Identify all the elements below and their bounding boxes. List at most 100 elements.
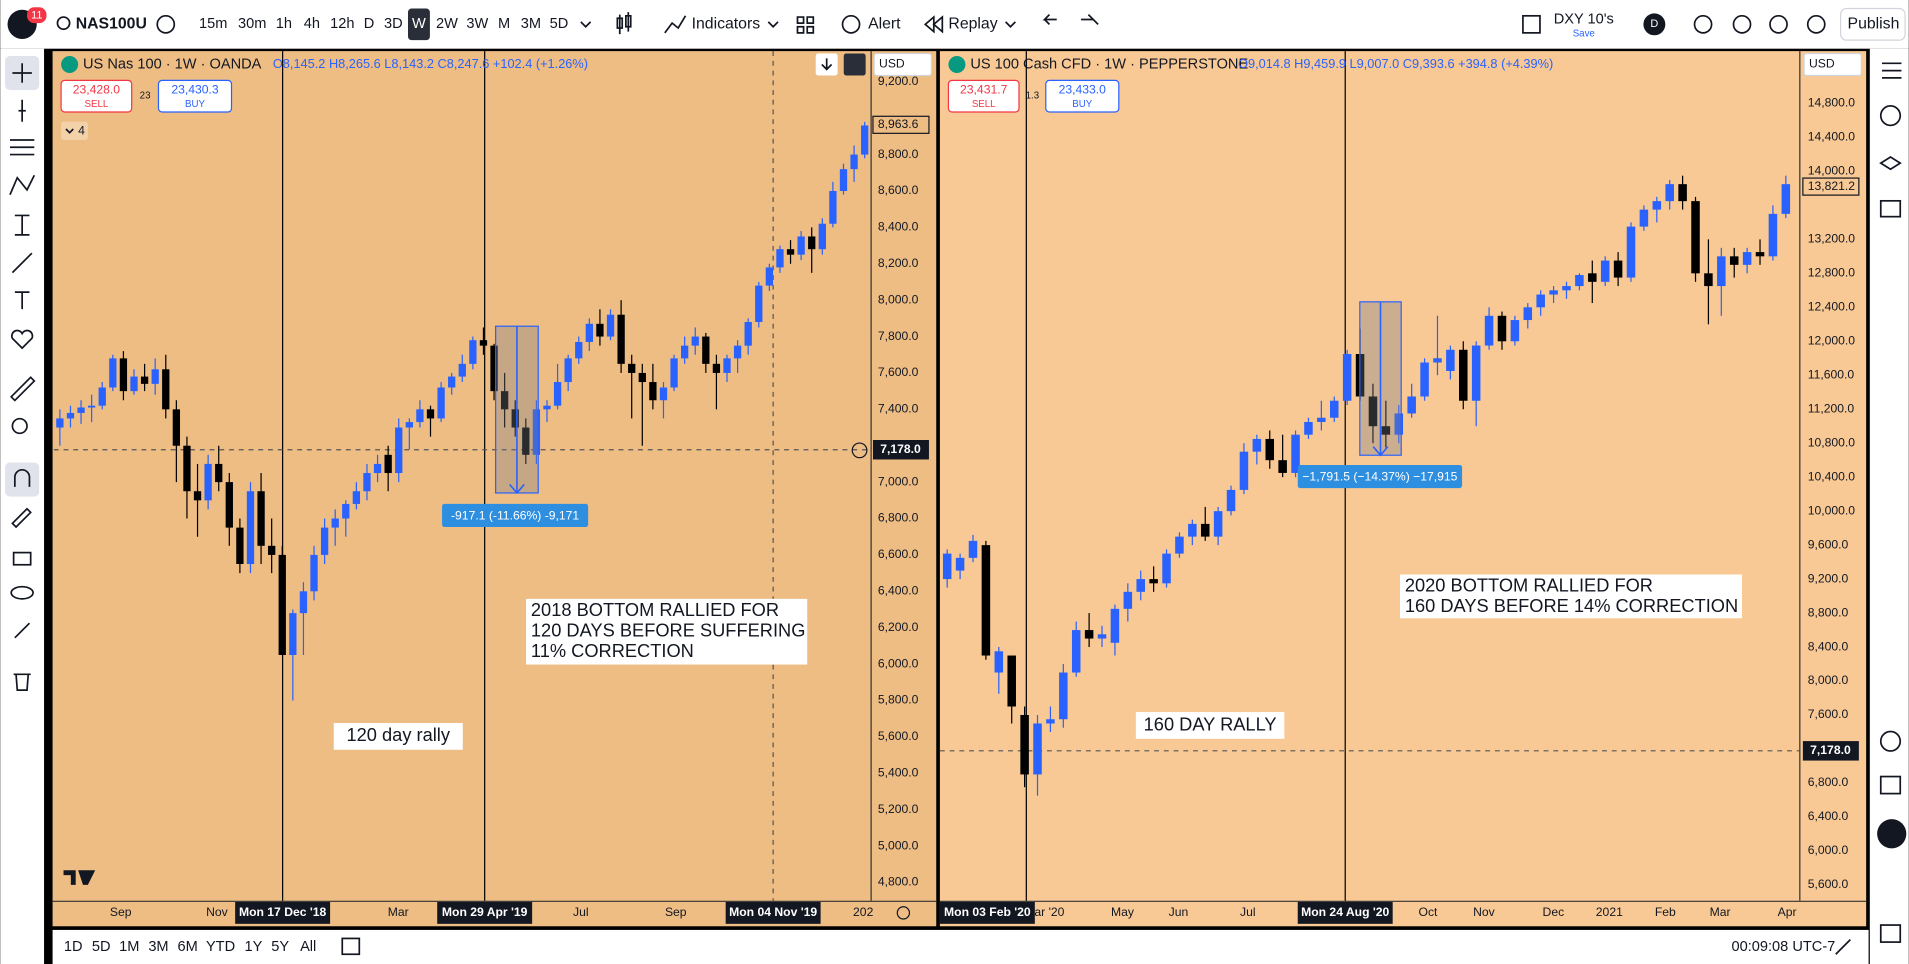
- sell-price[interactable]: 23,431.7: [960, 82, 1008, 96]
- undo[interactable]: [1042, 14, 1057, 25]
- tool-text[interactable]: [14, 291, 30, 310]
- tool-trash[interactable]: [13, 673, 31, 691]
- interval[interactable]: 15m: [199, 16, 227, 32]
- tool-eye[interactable]: [10, 585, 34, 600]
- publish-button[interactable]: Publish: [1848, 16, 1900, 33]
- interval[interactable]: 3W: [466, 16, 488, 32]
- currency-box[interactable]: [1803, 52, 1862, 77]
- watchlist[interactable]: [1881, 62, 1902, 79]
- range-button[interactable]: 5D: [92, 939, 111, 955]
- sell-box[interactable]: [947, 79, 1020, 113]
- templates-icon[interactable]: [796, 16, 815, 34]
- currency-box[interactable]: [873, 52, 932, 77]
- interval[interactable]: 12h: [330, 16, 354, 32]
- redo[interactable]: [1081, 14, 1099, 25]
- candle-body: [839, 169, 848, 191]
- interval[interactable]: 3M: [521, 16, 541, 32]
- candle-body: [1510, 320, 1520, 342]
- sync-button[interactable]: [843, 53, 866, 76]
- crosshair-price-bg: [872, 439, 929, 460]
- candle-body: [1446, 349, 1455, 372]
- range-button[interactable]: 1D: [64, 939, 83, 955]
- buy-box[interactable]: [1045, 79, 1120, 113]
- expand-icon[interactable]: [1835, 939, 1851, 955]
- sell-price[interactable]: 23,428.0: [73, 82, 121, 96]
- alerts[interactable]: [1879, 105, 1902, 127]
- sell-label[interactable]: SELL: [972, 99, 996, 110]
- chat[interactable]: [1879, 199, 1902, 218]
- panel[interactable]: [1879, 924, 1902, 943]
- interval[interactable]: D: [364, 16, 375, 32]
- publish-bg[interactable]: [1839, 7, 1906, 41]
- layers[interactable]: [1879, 156, 1902, 171]
- tool-link[interactable]: [14, 622, 31, 639]
- interval[interactable]: W: [412, 16, 426, 32]
- candle-body: [1665, 184, 1674, 202]
- range-button[interactable]: 1Y: [244, 939, 262, 955]
- layout-icon[interactable]: [1522, 14, 1541, 34]
- candle-body: [77, 407, 85, 413]
- layout-name[interactable]: DXY 10's: [1554, 11, 1614, 27]
- time-label: Mon 17 Dec '18: [239, 905, 327, 919]
- tool-measure[interactable]: [14, 214, 30, 236]
- measure-label-bg: [1297, 464, 1463, 489]
- widget[interactable]: [1879, 730, 1902, 752]
- tool-favorite[interactable]: [11, 329, 34, 350]
- range-button[interactable]: 5Y: [271, 939, 289, 955]
- toolbar-icon[interactable]: [1732, 14, 1752, 34]
- indicators-button[interactable]: Indicators: [692, 16, 761, 33]
- currency[interactable]: USD: [879, 57, 905, 71]
- interval[interactable]: 1h: [276, 16, 292, 32]
- tool-lines[interactable]: [9, 139, 35, 156]
- sell-box[interactable]: [60, 79, 133, 113]
- replay-button[interactable]: Replay: [948, 16, 997, 33]
- tool-line[interactable]: [18, 99, 26, 122]
- toolbar-icon[interactable]: [1806, 14, 1826, 34]
- alert-button[interactable]: Alert: [868, 16, 901, 33]
- interval[interactable]: M: [498, 16, 510, 32]
- tool-zoom[interactable]: [11, 417, 28, 435]
- apps[interactable]: [1877, 819, 1907, 849]
- sell-label[interactable]: SELL: [85, 99, 109, 110]
- interval[interactable]: 30m: [238, 16, 266, 32]
- buy-price[interactable]: 23,433.0: [1059, 82, 1107, 96]
- range-button[interactable]: 6M: [178, 939, 198, 955]
- tool-magnet-bg[interactable]: [5, 462, 40, 497]
- buy-label[interactable]: BUY: [185, 99, 206, 110]
- price-tick-label: 6,400.0: [878, 584, 919, 598]
- tool-lock[interactable]: [12, 551, 32, 566]
- candle-body: [1639, 209, 1649, 227]
- badge: [27, 7, 47, 24]
- tool-magnet[interactable]: [13, 469, 31, 487]
- time-label: ar '20: [1034, 905, 1064, 919]
- currency[interactable]: USD: [1809, 57, 1835, 71]
- toolbar-icon[interactable]: [1693, 14, 1713, 34]
- tool-ruler[interactable]: [9, 376, 36, 402]
- calendar-icon[interactable]: [341, 937, 361, 956]
- tool-pattern[interactable]: [9, 174, 36, 196]
- interval[interactable]: 5D: [550, 16, 569, 32]
- calendar[interactable]: [1879, 775, 1902, 795]
- range-button[interactable]: 1M: [119, 939, 139, 955]
- tool-brush[interactable]: [11, 252, 33, 274]
- buy-label[interactable]: BUY: [1072, 99, 1093, 110]
- indicator-toggle[interactable]: [61, 121, 88, 140]
- time-label: Nov: [206, 905, 229, 919]
- compare-icon[interactable]: [156, 14, 176, 34]
- interval[interactable]: 4h: [304, 16, 320, 32]
- buy-box[interactable]: [157, 79, 233, 113]
- symbol[interactable]: NAS100U: [76, 16, 147, 33]
- chart-type-icon[interactable]: [616, 12, 632, 35]
- save-link[interactable]: Save: [1573, 29, 1595, 40]
- range-button[interactable]: 3M: [148, 939, 168, 955]
- range-button[interactable]: All: [300, 939, 316, 955]
- settings-button[interactable]: [896, 906, 911, 920]
- range-button[interactable]: YTD: [206, 939, 235, 955]
- interval[interactable]: 3D: [384, 16, 403, 32]
- buy-price[interactable]: 23,430.3: [171, 82, 219, 96]
- interval[interactable]: 2W: [436, 16, 458, 32]
- toolbar-icon[interactable]: [1769, 14, 1788, 34]
- tool-pencil[interactable]: [11, 507, 32, 529]
- tool-cross[interactable]: [12, 63, 32, 83]
- crosshair-button[interactable]: [851, 442, 868, 459]
